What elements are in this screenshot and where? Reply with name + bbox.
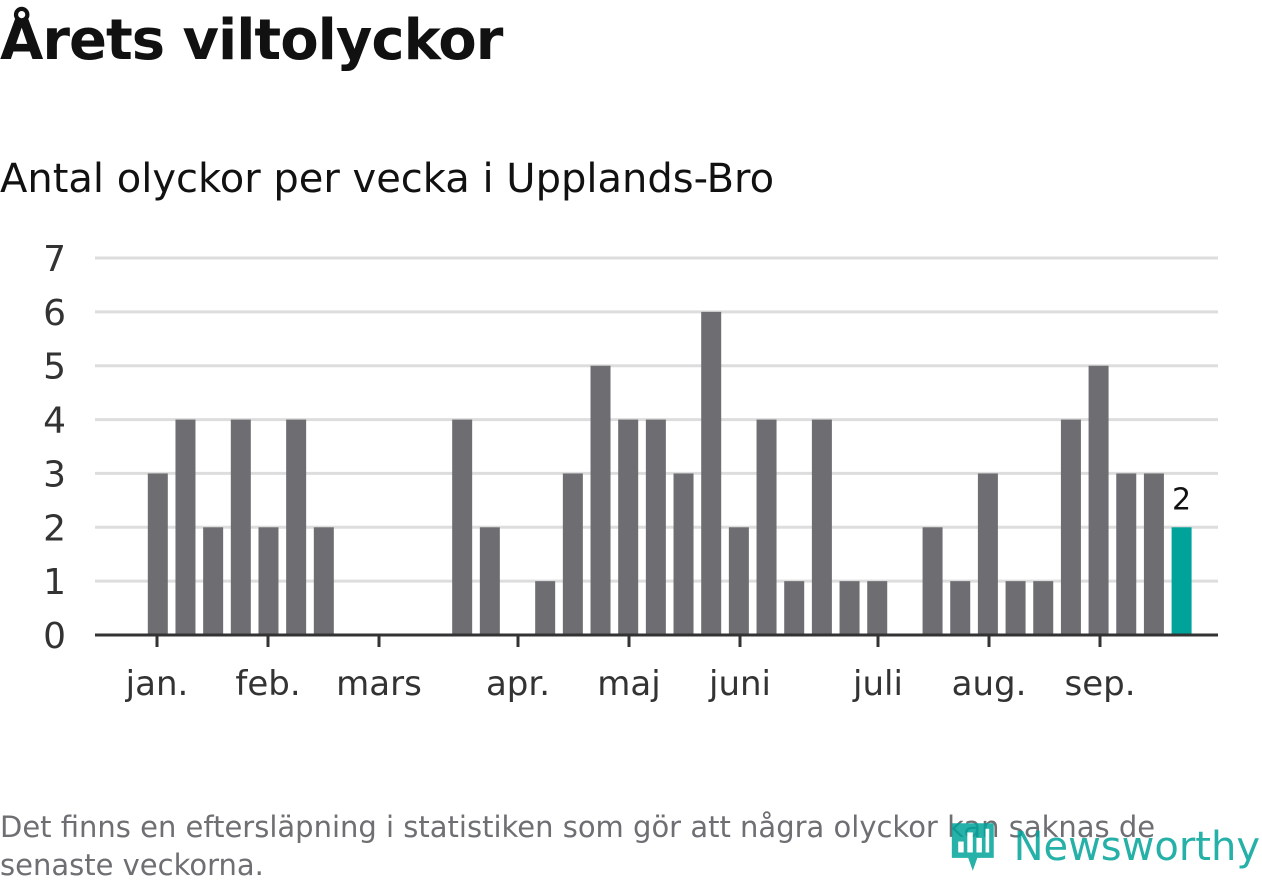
x-tick-label: juli bbox=[852, 664, 903, 704]
x-tick-label: mars bbox=[336, 664, 422, 704]
bar bbox=[286, 419, 307, 635]
bar bbox=[1143, 473, 1164, 635]
bar bbox=[1088, 365, 1109, 635]
x-axis-ticks: jan. feb. mars apr. maj juni juli aug. sep. bbox=[125, 635, 1136, 704]
x-tick-label: apr. bbox=[486, 664, 550, 704]
y-tick-label: 6 bbox=[43, 293, 66, 334]
bar bbox=[1060, 419, 1081, 635]
bar bbox=[922, 527, 943, 635]
y-tick-label: 4 bbox=[43, 401, 66, 442]
bar bbox=[701, 311, 722, 635]
x-tick-label: feb. bbox=[235, 664, 300, 704]
y-tick-label: 1 bbox=[43, 562, 66, 603]
newsworthy-logo: Newsworthy bbox=[950, 815, 1260, 879]
y-tick-label: 2 bbox=[43, 508, 66, 549]
y-tick-label: 3 bbox=[43, 454, 66, 495]
bar bbox=[535, 581, 556, 635]
bar bbox=[673, 473, 694, 635]
bars bbox=[147, 311, 1192, 635]
x-tick-label: juni bbox=[708, 664, 771, 704]
bar bbox=[313, 527, 334, 635]
x-tick-label: aug. bbox=[952, 664, 1027, 704]
bar bbox=[977, 473, 998, 635]
bar bbox=[1005, 581, 1026, 635]
bar bbox=[756, 419, 777, 635]
bar bbox=[950, 581, 971, 635]
bar bbox=[230, 419, 251, 635]
bar bbox=[1116, 473, 1137, 635]
newsworthy-logo-icon bbox=[951, 823, 994, 871]
bar bbox=[784, 581, 805, 635]
data-label: 2 bbox=[1172, 482, 1191, 517]
bar bbox=[203, 527, 224, 635]
bar bbox=[728, 527, 749, 635]
bar bbox=[645, 419, 666, 635]
y-axis-ticks: 0 1 2 3 4 5 6 7 bbox=[43, 239, 66, 657]
y-tick-label: 0 bbox=[43, 616, 66, 657]
chart-subtitle: Antal olyckor per vecka i Upplands-Bro bbox=[0, 156, 775, 202]
bar bbox=[562, 473, 583, 635]
y-tick-label: 7 bbox=[43, 239, 66, 280]
x-tick-label: sep. bbox=[1064, 664, 1135, 704]
x-tick-label: maj bbox=[597, 664, 660, 704]
bar bbox=[590, 365, 611, 635]
highlighted-bar bbox=[1171, 527, 1192, 635]
bar bbox=[452, 419, 473, 635]
bar bbox=[1033, 581, 1054, 635]
bar bbox=[175, 419, 196, 635]
bar bbox=[479, 527, 500, 635]
chart-title: Årets viltolyckor bbox=[0, 8, 503, 73]
brand-name: Newsworthy bbox=[1013, 824, 1260, 870]
bar bbox=[839, 581, 860, 635]
x-tick-label: jan. bbox=[125, 664, 189, 704]
bar-chart: 0 1 2 3 4 5 6 7 jan. feb. mars apr. maj juni juli aug.… bbox=[43, 239, 1218, 704]
bar bbox=[258, 527, 279, 635]
data-labels: 2 bbox=[1172, 482, 1191, 517]
y-tick-label: 5 bbox=[43, 347, 66, 388]
bar bbox=[147, 473, 168, 635]
bar bbox=[618, 419, 639, 635]
bar bbox=[811, 419, 832, 635]
bar bbox=[867, 581, 888, 635]
